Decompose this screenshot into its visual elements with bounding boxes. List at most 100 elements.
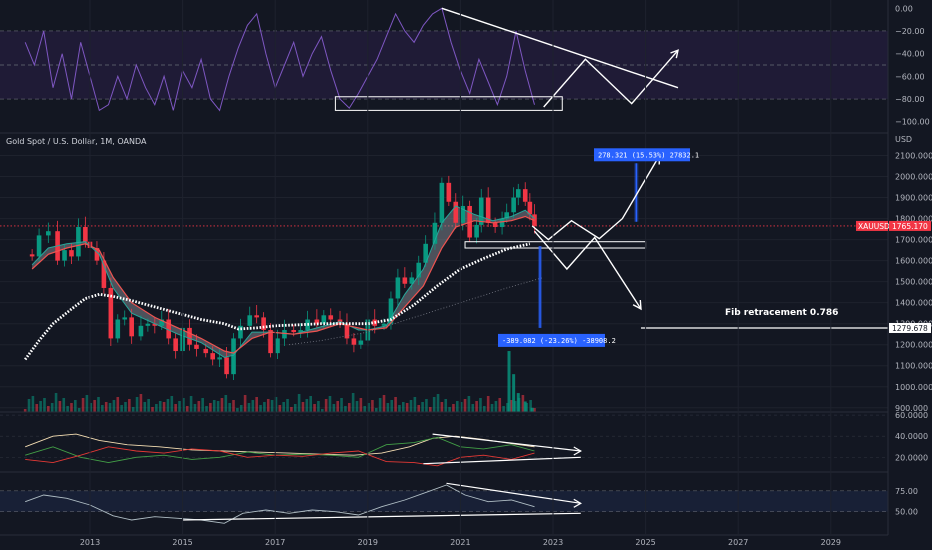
fib-price-tag: [889, 322, 931, 333]
volume-bar: [112, 400, 116, 412]
candle-body: [344, 323, 350, 339]
ma-secondary-dotted-line: [289, 277, 544, 346]
volume-bar: [347, 403, 351, 412]
measure-up-label: 278.321 (15.53%) 27832.1: [598, 151, 699, 159]
candle-body: [69, 250, 74, 257]
volume-bar: [440, 402, 444, 412]
measure-down-box: [498, 333, 605, 347]
volume-bar: [490, 404, 494, 412]
dmi-trendline-lower: [423, 456, 581, 465]
rsi-trendline: [441, 7, 679, 89]
candle-body: [36, 235, 42, 257]
projection-down-arrowhead: [632, 299, 642, 311]
volume-bar: [255, 397, 258, 412]
volume-bar: [209, 403, 212, 412]
candle-body: [247, 315, 253, 326]
dmi-tick-label-1: 40.0000: [895, 432, 928, 441]
price-tick-label-11: 2000.000: [895, 173, 932, 182]
volume-bar: [47, 406, 50, 412]
x-tick-label-2013: 2013: [80, 538, 100, 547]
candle-body: [145, 323, 151, 326]
volume-bar: [398, 405, 401, 412]
candle-body: [187, 327, 192, 345]
candle-body: [94, 248, 100, 261]
volume-bar: [135, 397, 139, 412]
x-tick-label-2021: 2021: [450, 538, 470, 547]
candle-body: [298, 330, 303, 333]
volume-bar: [459, 402, 463, 412]
volume-bar: [201, 398, 204, 412]
candle-body: [254, 315, 259, 318]
candle-body: [409, 277, 415, 284]
volume-bar: [351, 393, 355, 412]
volume-bar: [131, 407, 135, 412]
volume-bar: [236, 408, 239, 412]
price-tick-label-9: 1800.000: [895, 215, 932, 224]
candle-body: [314, 319, 320, 324]
candle-body: [203, 348, 209, 354]
volume-bar: [212, 400, 216, 412]
volume-bar: [282, 402, 285, 412]
volume-bar: [216, 401, 220, 412]
volume-bar: [483, 406, 486, 412]
x-tick-label-2023: 2023: [543, 538, 563, 547]
chart-title: Gold Spot / U.S. Dollar, 1M, OANDA: [6, 137, 147, 146]
volume-bar: [401, 402, 405, 412]
volume-bar: [513, 401, 517, 412]
volume-bar: [224, 395, 228, 412]
price-tick-label-7: 1600.000: [895, 257, 932, 266]
volume-bar-2022: [507, 351, 511, 412]
volume-bar: [143, 402, 147, 412]
rsi-projection-path: [543, 49, 679, 108]
price-tick-label-2: 1100.000: [895, 362, 932, 371]
volume-bar: [382, 395, 386, 412]
candle-body: [166, 319, 172, 339]
volume-bar: [120, 405, 123, 412]
volume-bar: [263, 402, 266, 412]
volume-bar: [243, 395, 247, 412]
volume-bar: [170, 396, 174, 412]
volume-bar: [162, 402, 166, 412]
ema-ribbon: [32, 206, 535, 358]
volume-bar: [274, 397, 278, 412]
stoch-tick-label-0: 50.00: [895, 508, 918, 517]
volume-bar: [456, 401, 459, 412]
volume-bar: [286, 399, 289, 412]
candle-body: [29, 254, 35, 257]
volume-bar: [386, 403, 390, 412]
x-tick-label-2027: 2027: [728, 538, 748, 547]
volume-bar-2022: [523, 401, 527, 412]
candle-body: [351, 338, 357, 345]
volume-bar: [405, 403, 409, 412]
candle-body: [122, 317, 128, 320]
volume-bar: [297, 394, 301, 412]
volume-histogram: [23, 351, 536, 412]
volume-bar: [479, 398, 482, 412]
dmi-panel: 20.0000 40.0000 60.0000: [0, 411, 928, 467]
price-tags: XAUUSD 1765.170 1279.678 Fib retracement…: [498, 148, 931, 347]
stoch-trendline-lower: [182, 512, 581, 521]
candle-body: [527, 201, 533, 215]
volume-bar: [432, 397, 436, 412]
volume-bar: [93, 400, 96, 412]
volume-bar: [166, 399, 170, 412]
volume-bar: [278, 405, 282, 412]
volume-bar: [510, 400, 513, 412]
volume-bar: [328, 396, 332, 412]
candle-body: [511, 197, 516, 213]
volume-bar: [39, 401, 42, 412]
volume-bar: [371, 400, 374, 412]
candle-body: [129, 317, 134, 337]
volume-bar: [50, 403, 54, 412]
volume-bar: [502, 406, 505, 412]
volume-bar: [62, 398, 66, 412]
price-tick-label-3: 1200.000: [895, 341, 932, 350]
ma-long-dotted-line: [24, 242, 531, 361]
candle-body: [395, 277, 401, 299]
volume-bar: [425, 399, 428, 412]
candle-body: [381, 323, 387, 326]
volume-bar-2022: [512, 374, 516, 412]
volume-bar: [293, 404, 297, 412]
volume-bar: [247, 403, 251, 412]
measure-down-label: -389.082 (-23.26%) -38908.2: [502, 337, 616, 345]
